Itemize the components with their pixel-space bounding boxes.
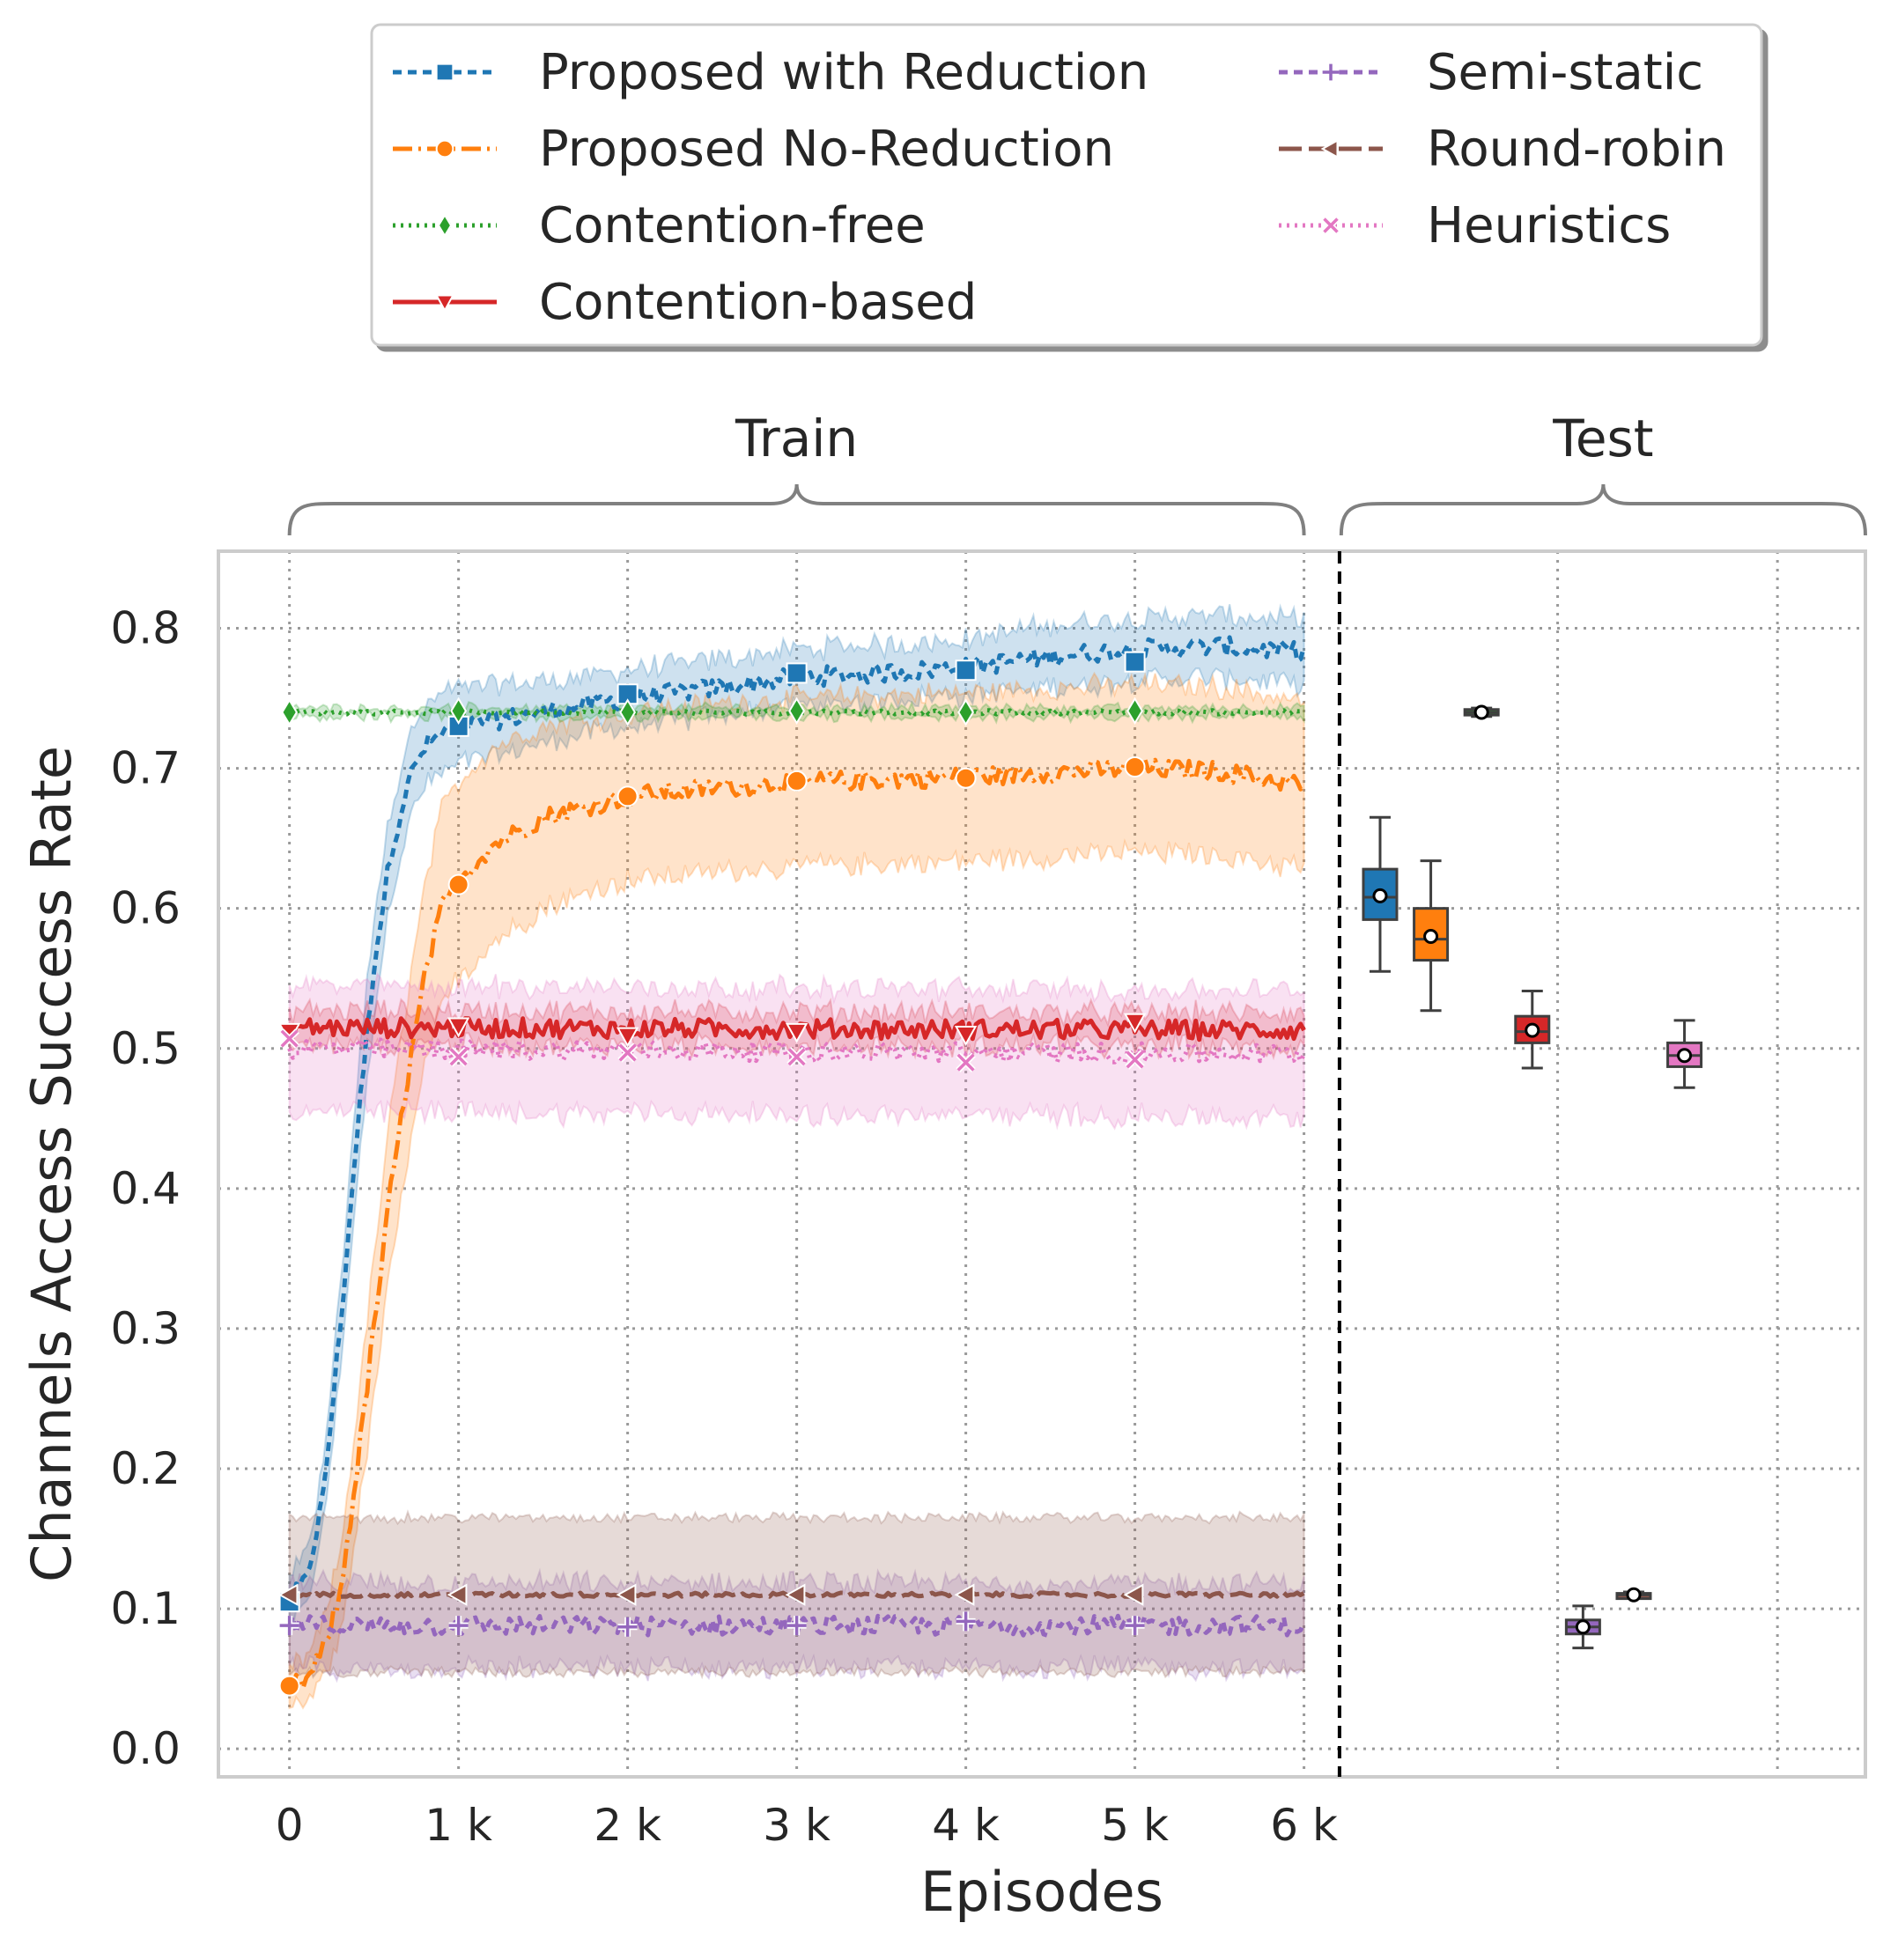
x-tick-label: 3 k [763, 1800, 831, 1851]
legend-label-contention-free: Contention-free [539, 197, 926, 254]
x-tick-label: 1 k [425, 1800, 492, 1851]
marker-semi-static [956, 1611, 976, 1632]
marker-round-robin [954, 1583, 975, 1606]
brace-train [287, 483, 1306, 536]
legend-marker-heuristics [1323, 217, 1339, 233]
mean-heuristics [1677, 1048, 1693, 1064]
marker-proposed-no-reduction [786, 770, 808, 792]
plot-frame [217, 549, 1867, 1779]
legend-label-semi-static: Semi-static [1427, 44, 1703, 101]
legend-label-contention-based: Contention-based [539, 274, 977, 331]
marker-semi-static [617, 1617, 638, 1637]
legend-marker-proposed-no-reduction [435, 139, 454, 158]
mean-semi-static [1575, 1619, 1591, 1635]
series-markers [277, 651, 1147, 1697]
section-braces: Train Test [287, 409, 1867, 536]
marker-semi-static [786, 1616, 807, 1636]
marker-contention-based [954, 1026, 978, 1046]
y-tick-label: 0.2 [110, 1443, 181, 1494]
legend-label-proposed-with-reduction: Proposed with Reduction [539, 44, 1148, 101]
marker-round-robin [616, 1583, 637, 1606]
test-boxplots [1362, 704, 1703, 1650]
marker-semi-static [448, 1616, 469, 1636]
plot-border [217, 549, 1867, 1779]
legend-marker-semi-static [1322, 63, 1340, 81]
y-tick-label: 0.7 [110, 743, 181, 794]
marker-proposed-no-reduction [447, 873, 469, 895]
y-tick-label: 0.6 [110, 883, 181, 934]
axis-ticks: 0.0 0.1 0.2 0.3 0.4 0.5 0.6 0.7 0.8 0 1 k 2 k 3 k 4 k… [110, 602, 1337, 1851]
confidence-bands [288, 603, 1305, 1710]
marker-round-robin [277, 1583, 299, 1606]
mean-proposed-no-reduction [1423, 928, 1439, 944]
mean-contention-based [1525, 1022, 1540, 1038]
marker-proposed-no-reduction [617, 785, 639, 807]
x-tick-label: 0 [276, 1800, 304, 1851]
marker-contention-free [1126, 696, 1144, 726]
mean-proposed-with-reduction [1372, 888, 1388, 903]
section-label-test: Test [1552, 409, 1653, 468]
marker-heuristics [280, 1029, 299, 1048]
legend: Proposed with Reduction Proposed No-Reduc… [370, 23, 1763, 347]
x-tick-label: 6 k [1270, 1800, 1338, 1851]
marker-contention-based [447, 1017, 470, 1038]
marker-heuristics [618, 1043, 637, 1062]
y-tick-label: 0.8 [110, 602, 181, 653]
marker-proposed-no-reduction [278, 1675, 300, 1697]
legend-marker-round-robin [1320, 138, 1339, 159]
marker-proposed-no-reduction [955, 767, 977, 789]
y-tick-label: 0.0 [110, 1723, 181, 1774]
marker-proposed-with-reduction [1124, 651, 1146, 673]
x-tick-label: 5 k [1101, 1800, 1169, 1851]
legend-marker-contention-free [437, 213, 453, 238]
y-tick-label: 0.3 [110, 1303, 181, 1354]
marker-contention-free [788, 696, 806, 726]
marker-contention-free [281, 698, 299, 726]
marker-heuristics [787, 1048, 806, 1066]
y-tick-label: 0.1 [110, 1583, 181, 1634]
legend-marker-contention-based [434, 294, 455, 313]
marker-heuristics [449, 1048, 468, 1066]
marker-semi-static [1125, 1616, 1145, 1636]
marker-heuristics [1126, 1050, 1144, 1069]
marker-heuristics [956, 1053, 975, 1072]
mean-contention-free [1473, 704, 1489, 720]
marker-round-robin [785, 1583, 806, 1606]
brace-test [1339, 483, 1867, 536]
band-proposed-with-reduction [288, 603, 1305, 1630]
marker-contention-based [785, 1022, 809, 1043]
section-label-train: Train [735, 409, 858, 468]
mean-round-robin [1626, 1587, 1642, 1603]
marker-round-robin [447, 1583, 468, 1606]
x-tick-label: 4 k [932, 1800, 1000, 1851]
grid-lines [218, 551, 1865, 1777]
marker-contention-free [450, 696, 468, 726]
marker-proposed-with-reduction [786, 662, 808, 684]
legend-label-heuristics: Heuristics [1427, 197, 1671, 254]
marker-proposed-no-reduction [1124, 755, 1146, 777]
legend-box [370, 23, 1763, 347]
legend-label-proposed-no-reduction: Proposed No-Reduction [539, 121, 1114, 178]
legend-marker-proposed-with-reduction [435, 63, 454, 82]
marker-semi-static [279, 1616, 299, 1636]
marker-contention-free [619, 698, 637, 726]
marker-proposed-with-reduction [955, 659, 977, 682]
y-axis-label: Channels Access Success Rate [19, 746, 84, 1582]
x-axis-label: Episodes [920, 1860, 1163, 1924]
marker-contention-based [616, 1027, 639, 1048]
marker-contention-free [957, 698, 975, 726]
y-tick-label: 0.4 [110, 1163, 181, 1214]
marker-round-robin [1123, 1583, 1144, 1606]
x-tick-label: 2 k [594, 1800, 661, 1851]
marker-contention-based [1123, 1013, 1147, 1034]
y-tick-label: 0.5 [110, 1023, 181, 1074]
box-proposed-with-reduction [1362, 867, 1399, 921]
legend-label-round-robin: Round-robin [1427, 121, 1726, 178]
